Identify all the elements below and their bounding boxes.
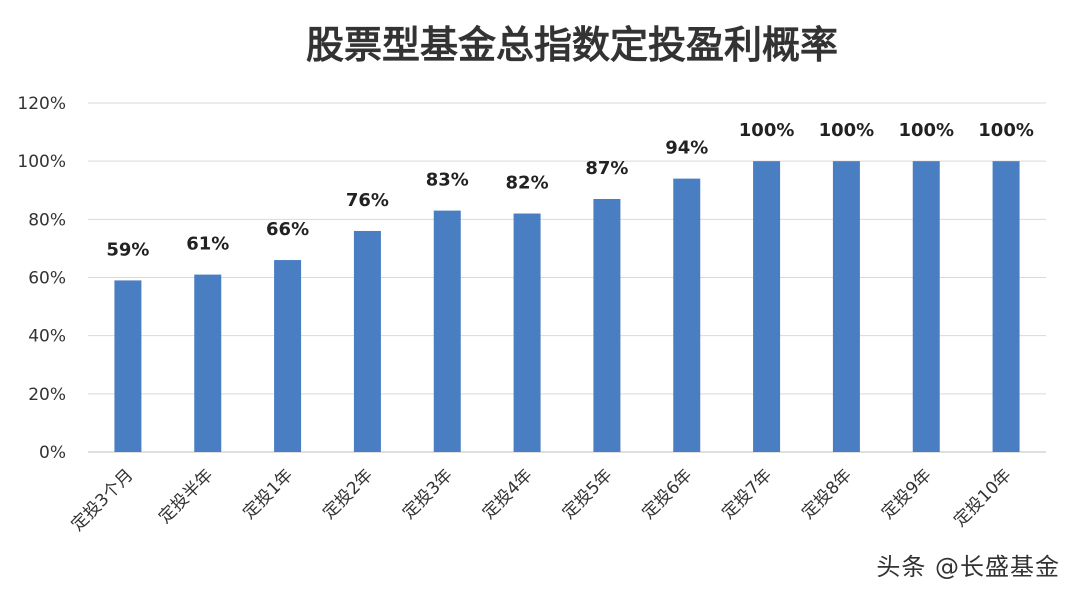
bar [513,213,541,452]
x-tick-label: 定投2年 [319,465,377,523]
bar [673,178,701,452]
gridlines [88,102,1046,453]
data-label: 66% [266,219,309,240]
y-tick-label: 80% [28,210,66,230]
y-axis-ticks: 0% 20% 40% 60% 80% 100% 120% [17,94,66,463]
bar [114,280,142,452]
data-label: 59% [106,239,149,260]
y-tick-label: 100% [17,152,66,172]
x-tick-label: 定投3个月 [68,465,138,535]
bar [992,161,1020,452]
x-tick-label: 定投半年 [155,465,217,527]
data-label: 82% [506,173,549,194]
x-axis-ticks: 定投3个月 定投半年 定投1年 定投2年 定投3年 定投4年 定投5年 定投6年 定投7年 定投8… [68,465,1016,535]
data-label: 100% [898,120,954,141]
data-label: 100% [739,120,795,141]
bar [753,161,781,452]
y-tick-label: 20% [28,385,66,405]
data-label: 61% [186,234,229,255]
x-tick-label: 定投3年 [399,465,457,523]
data-label: 83% [426,170,469,191]
y-tick-label: 40% [28,327,66,347]
x-tick-label: 定投9年 [878,465,936,523]
y-tick-label: 60% [28,269,66,289]
x-tick-label: 定投5年 [559,465,617,523]
y-tick-label: 120% [17,94,66,114]
bar [912,161,940,452]
bars [114,161,1020,452]
bar [274,260,302,452]
x-tick-label: 定投7年 [718,465,776,523]
bar [832,161,860,452]
bar [433,210,461,452]
y-tick-label: 0% [39,443,66,463]
x-tick-label: 定投8年 [798,465,856,523]
chart-title: 股票型基金总指数定投盈利概率 [306,22,838,67]
data-labels: 59% 61% 66% 76% 83% 82% 87% 94% 100% 100% 100% 100% [106,120,1034,260]
data-label: 94% [665,138,708,159]
bar [593,198,621,452]
data-label: 76% [346,190,389,211]
data-label: 100% [978,120,1034,141]
bar [194,274,222,452]
data-label: 100% [819,120,875,141]
x-tick-label: 定投10年 [950,465,1016,531]
x-tick-label: 定投4年 [479,465,537,523]
watermark: 头条 @长盛基金 [876,553,1060,581]
x-tick-label: 定投1年 [239,465,297,523]
x-tick-label: 定投6年 [638,465,696,523]
data-label: 87% [585,158,628,179]
bar [353,230,381,452]
